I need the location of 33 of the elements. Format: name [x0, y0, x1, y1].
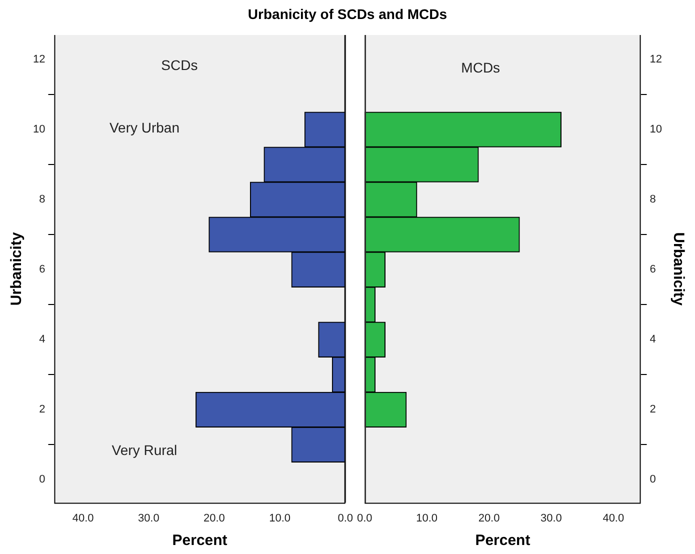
y-tick-label: 0	[39, 474, 46, 486]
y-tick-label: 8	[39, 194, 46, 206]
y-tick-label: 4	[650, 334, 656, 346]
annotation: Very Urban	[109, 119, 180, 136]
x-axis-title: Percent	[475, 532, 530, 550]
y-tick-label: 8	[650, 194, 656, 206]
y-tick-label: 6	[39, 264, 46, 276]
x-axis-title: Percent	[172, 532, 228, 550]
x-tick-label: 20.0	[478, 512, 500, 524]
y-tick-label: 12	[650, 54, 662, 66]
y-tick-label: 6	[650, 264, 656, 276]
x-tick-label: 30.0	[138, 512, 160, 524]
y-tick-label: 4	[39, 334, 46, 346]
y-axis-title: Urbanicity	[8, 232, 26, 306]
y-tick-label: 2	[650, 404, 656, 416]
y-axis-title: Urbanicity	[670, 232, 687, 306]
x-tick-label: 10.0	[269, 512, 290, 524]
y-tick-label: 2	[39, 404, 46, 416]
annotation: MCDs	[461, 60, 500, 76]
y-tick-label: 10	[32, 124, 46, 136]
y-tick-label: 0	[650, 474, 656, 486]
annotation: Very Rural	[112, 442, 178, 458]
x-tick-label: 30.0	[540, 512, 562, 524]
x-tick-label: 40.0	[72, 512, 94, 524]
x-tick-label: 40.0	[602, 512, 624, 524]
x-tick-label: 20.0	[204, 512, 225, 524]
x-tick-label: 10.0	[416, 512, 438, 524]
x-tick-label: 0.0	[338, 512, 354, 524]
annotation: SCDs	[161, 57, 198, 74]
y-tick-label: 10	[650, 124, 662, 136]
chart-title: Urbanicity of SCDs and MCDs	[246, 6, 448, 22]
y-tick-label: 12	[32, 54, 46, 66]
x-tick-label: 0.0	[356, 512, 372, 524]
